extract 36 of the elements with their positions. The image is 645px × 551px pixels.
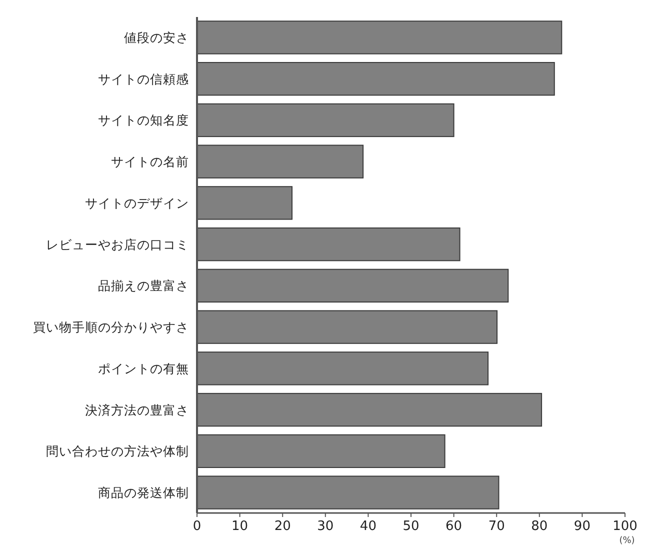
bar (196, 103, 454, 138)
bar (196, 310, 498, 344)
bar (196, 186, 293, 220)
y-tick-label: 品揃えの豊富さ (98, 278, 189, 294)
x-tick-label: 10 (232, 519, 248, 534)
x-tick-label: 90 (574, 519, 590, 534)
x-tick-label: 20 (274, 519, 291, 534)
x-tick-label: 50 (402, 519, 420, 534)
x-tick-label: 30 (317, 519, 334, 534)
y-tick-label: レビューやお店の口コミ (46, 236, 189, 252)
x-tick-label: 0 (192, 519, 202, 534)
bar (196, 144, 364, 178)
x-tick-label: 100 (612, 519, 638, 534)
y-tick-label: 問い合わせの方法や体制 (46, 444, 189, 459)
y-tick-label: 買い物手順の分かりやすさ (33, 320, 189, 335)
y-tick-label: サイトの名前 (111, 154, 189, 170)
y-tick-label: サイトの信頼感 (98, 71, 189, 86)
y-tick-label: サイトの知名度 (98, 112, 189, 128)
bar (196, 434, 446, 468)
bar (196, 62, 555, 96)
bar (196, 227, 460, 262)
bar (196, 20, 562, 54)
bar (196, 352, 489, 386)
bar (196, 476, 500, 510)
bar (196, 392, 542, 427)
y-tick-label: 値段の安さ (124, 30, 189, 45)
x-tick-label: 40 (360, 519, 376, 534)
x-tick-label: 60 (446, 519, 462, 534)
y-tick-label: サイトのデザイン (85, 195, 189, 210)
x-tick-label: 70 (488, 519, 505, 534)
x-axis-title: (%) (619, 536, 635, 546)
y-tick-label: ポイントの有無 (98, 360, 189, 376)
x-tick-label: 80 (531, 519, 548, 534)
y-tick-label: 商品の発送体制 (98, 485, 189, 500)
bar (196, 268, 509, 303)
y-tick-label: 決済方法の豊富さ (85, 402, 189, 418)
